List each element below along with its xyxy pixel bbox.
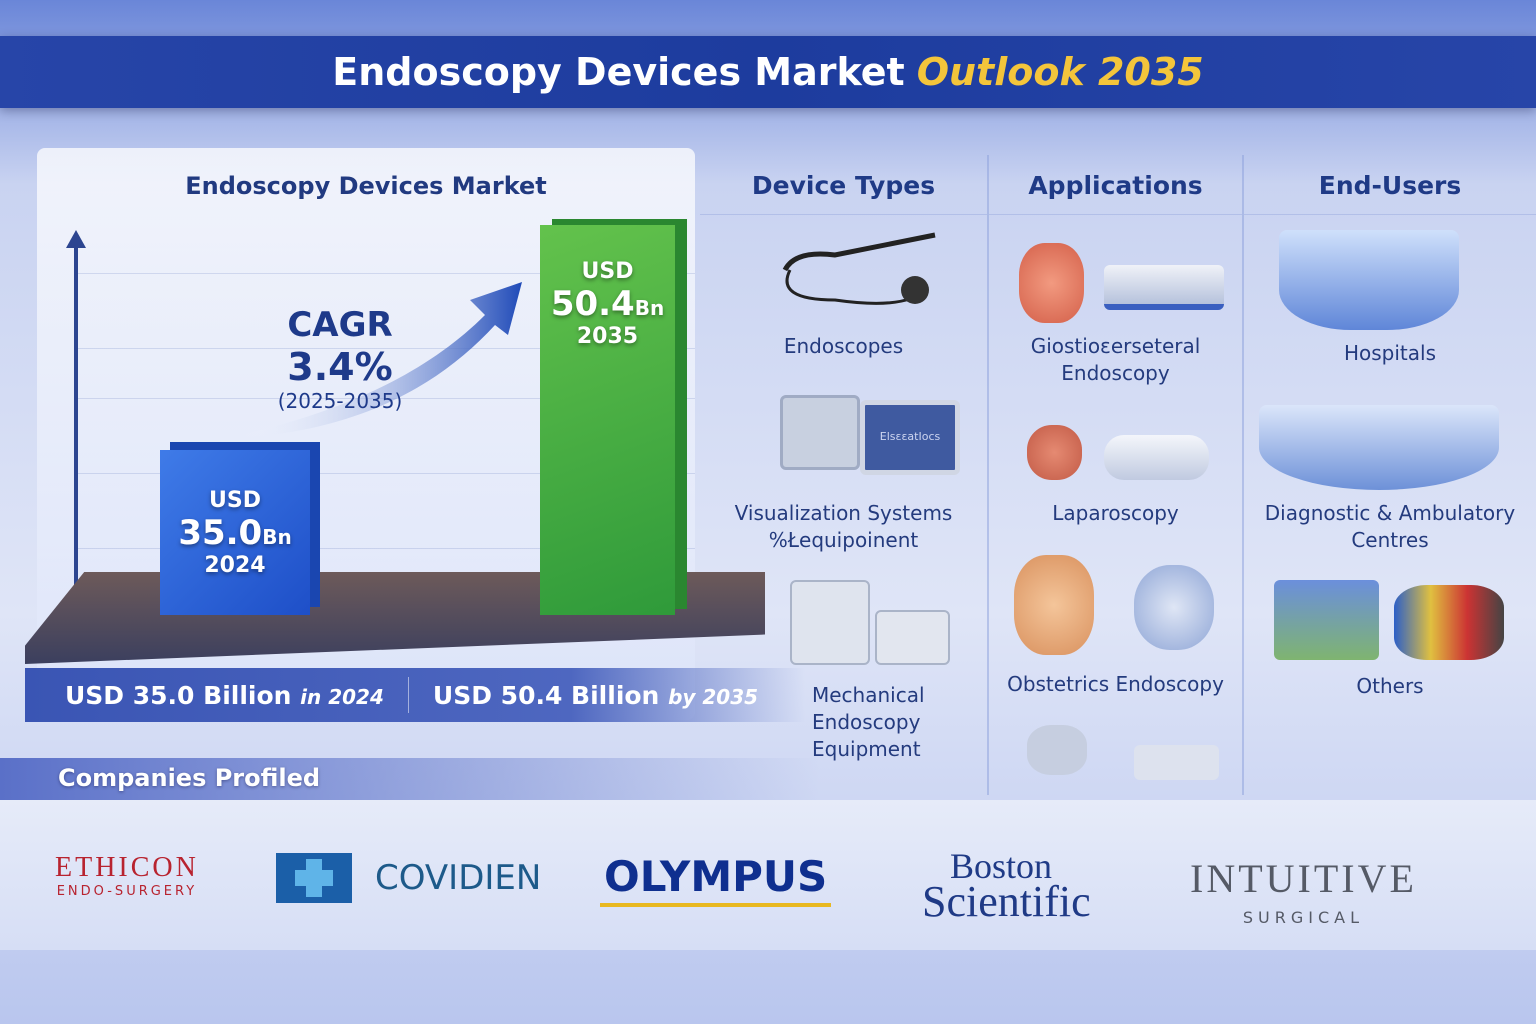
cagr-value: 3.4% [287, 345, 393, 389]
intestine-icon [1019, 243, 1084, 323]
cagr-label: CAGR [287, 305, 393, 345]
gridline [77, 273, 695, 274]
bar-value-suffix: Bn [262, 525, 292, 549]
companies-title: Companies Profiled [58, 764, 321, 792]
hospital-icon [1279, 230, 1459, 330]
device-types-column: Device Types Endoscopes ElsɛɛatIocs Visu… [700, 155, 987, 795]
bar-currency: USD [581, 259, 634, 284]
applications-column: Applications Giostioɛerseteral Endoscopy… [987, 155, 1242, 795]
bar-value-number: 35.0 [178, 513, 263, 553]
bar-year: 2035 [576, 324, 639, 349]
device-icon [1104, 265, 1224, 310]
end-users-column: End-Users Hospitals Diagnostic & Ambulat… [1242, 155, 1536, 795]
others-icon [1394, 585, 1504, 660]
list-item: Endoscopes [783, 334, 904, 358]
lungs-icon [1027, 425, 1082, 480]
axis-arrow-icon [66, 230, 86, 248]
summary-2035: USD 50.4 Billion by 2035 [432, 680, 759, 710]
cagr-period: (2025-2035) [277, 389, 403, 413]
monitor-icon [780, 395, 860, 470]
chart-title: Endoscopy Devices Market [185, 172, 547, 200]
facility-icon [1274, 580, 1379, 660]
column-header: Applications [989, 171, 1242, 215]
equipment-icon [790, 580, 870, 665]
bar-year: 2024 [204, 553, 266, 578]
list-item: Hospitals [1343, 341, 1437, 365]
bar-value: 50.4Bn [540, 284, 675, 324]
list-item: Visualization Systems %Łequipoinent [734, 501, 953, 552]
scanner-icon [1134, 565, 1214, 650]
y-axis [74, 240, 78, 610]
endoscope-icon [782, 232, 936, 305]
bar-value-suffix: Bn [634, 296, 665, 320]
olympus-logo: OLYMPUS [600, 852, 832, 907]
laparoscope-icon [1104, 435, 1209, 480]
device-icon [1134, 745, 1219, 780]
cagr-annotation: CAGR 3.4% (2025-2035) [240, 305, 440, 413]
equipment-icon [875, 610, 950, 665]
covidien-cross-icon [276, 853, 352, 903]
summary-2024: USD 35.0 Billion in 2024 [65, 680, 384, 710]
laptop-icon: ElsɛɛatIocs [860, 400, 960, 475]
list-item: Obstetrics Endoscopy [1007, 672, 1224, 696]
title-banner: Endoscopy Devices Market Outlook 2035 [0, 36, 1536, 108]
summary-strip: USD 35.0 Billion in 2024 USD 50.4 Billio… [25, 668, 805, 722]
gridline [77, 473, 695, 474]
list-item: Others [1356, 674, 1424, 698]
gridline [77, 348, 695, 349]
covidien-logo: COVIDIEN [375, 858, 542, 898]
boston-scientific-logo: Boston Scientific [922, 846, 1091, 927]
column-header: Device Types [700, 171, 987, 215]
device-icon [1027, 725, 1087, 775]
bar-value-number: 50.4 [550, 284, 635, 324]
list-item: Giostioɛerseteral Endoscopy [1030, 334, 1201, 385]
title-highlight: Outlook 2035 [916, 50, 1204, 94]
column-header: End-Users [1244, 171, 1536, 215]
hands-icon [1014, 555, 1094, 655]
bar-currency: USD [209, 488, 261, 513]
gridline [77, 548, 695, 549]
list-item: Diagnostic & Ambulatory Centres [1264, 501, 1516, 552]
growth-arrow-icon [240, 282, 522, 438]
bar-2024: USD 35.0Bn 2024 [160, 450, 310, 615]
divider [407, 677, 409, 713]
logo-band: ETHICON ENDO-SURGERY COVIDIEN OLYMPUS Bo… [0, 800, 1536, 950]
clinic-building-icon [1259, 405, 1499, 490]
bar-value: 35.0Bn [160, 513, 310, 553]
companies-strip [0, 758, 820, 800]
title-main: Endoscopy Devices Market [332, 50, 905, 94]
list-item: Laparoscopy [1052, 501, 1179, 525]
bar-2035: USD 50.4Bn 2035 [540, 225, 675, 615]
ethicon-logo: ETHICON ENDO-SURGERY [55, 852, 199, 899]
intuitive-logo: INTUITIVE SURGICAL [1190, 856, 1417, 927]
list-item: Mechanical Endoscopy Equipment [812, 683, 925, 761]
